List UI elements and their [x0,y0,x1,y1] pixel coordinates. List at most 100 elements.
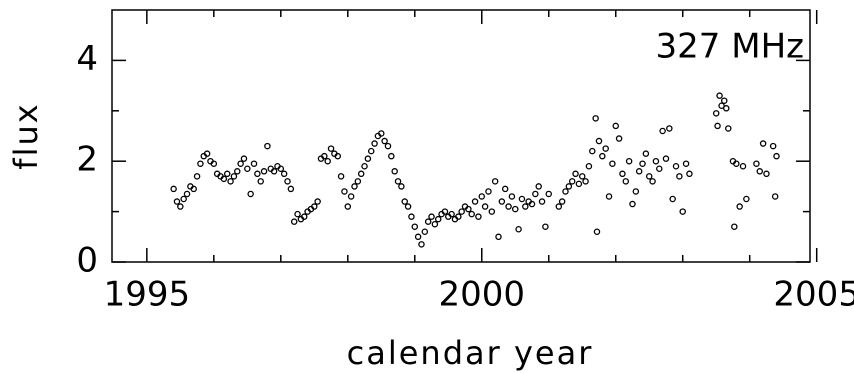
data-point [418,241,425,248]
data-point [465,205,472,213]
data-point [712,110,720,117]
data-point [183,190,191,198]
data-point [508,193,516,200]
data-point [180,195,187,203]
data-point [344,203,352,210]
data-point [589,147,596,155]
data-point [334,152,341,160]
data-point [488,208,496,215]
data-point [448,210,455,218]
data-point [481,203,489,210]
data-point [649,178,656,185]
data-point [311,203,318,210]
data-point [756,168,764,175]
data-point [595,137,603,145]
y-axis-label: flux [7,102,45,169]
data-point [408,213,415,220]
data-point [223,170,231,178]
data-point [203,150,211,157]
data-point [424,218,432,225]
data-point [645,173,653,180]
data-point [404,203,412,210]
data-point [632,188,640,195]
data-point [769,142,777,150]
data-point [662,155,670,162]
data-point [491,178,499,185]
data-point [351,183,358,190]
data-point [495,233,502,241]
data-point [759,140,767,147]
data-point [498,198,506,205]
data-point [733,160,740,167]
data-point [190,185,197,193]
data-point [294,210,301,218]
data-point [240,155,248,162]
data-point [542,223,549,230]
data-point [260,168,268,175]
data-point [478,193,486,200]
x-tick-label: 1995 [104,275,191,315]
data-point [193,173,201,180]
data-point [250,160,258,167]
data-point [378,130,385,137]
data-point [314,198,321,205]
data-point [327,145,335,152]
data-point [558,198,566,205]
data-point [455,213,462,220]
data-point [428,213,435,220]
data-point [357,170,365,178]
data-point [371,140,378,147]
data-point [592,115,599,122]
data-point [515,225,522,233]
data-point [605,193,613,200]
data-point [364,155,372,162]
data-point [254,170,261,178]
data-point [739,162,747,170]
data-point [411,223,419,230]
data-point [716,92,723,99]
data-point [575,180,583,188]
data-point [518,195,526,203]
data-point [197,160,204,167]
data-point [619,170,626,178]
plot-frame [111,9,811,263]
data-point [585,162,593,170]
data-point [532,190,539,198]
data-point [277,165,285,173]
data-point [723,105,730,112]
data-point [714,122,721,130]
data-point [763,170,770,178]
data-point [501,185,509,193]
data-point [381,137,388,145]
data-point [682,160,690,167]
data-point [177,203,184,210]
data-point [625,157,633,165]
annotation: 327 MHz [656,27,804,67]
data-point [582,178,589,185]
data-point [394,178,402,185]
data-point [485,188,492,195]
data-point [676,173,683,180]
x-tick-label: 2005 [773,275,854,315]
data-point [170,185,177,193]
data-point [475,213,482,220]
data-point [639,160,646,167]
data-point [244,165,251,173]
data-point [173,198,181,205]
data-point [512,205,519,213]
data-point [659,127,666,135]
data-point [522,203,529,210]
data-point [234,168,241,175]
data-point [237,160,244,167]
data-point [672,162,680,170]
data-point [669,195,676,203]
data-point [431,220,439,228]
data-point [337,173,345,180]
data-point [686,170,693,178]
data-point [324,157,331,165]
y-tick-label: 4 [76,39,98,79]
data-point [398,183,405,190]
data-point [391,168,398,175]
data-point [361,162,368,170]
